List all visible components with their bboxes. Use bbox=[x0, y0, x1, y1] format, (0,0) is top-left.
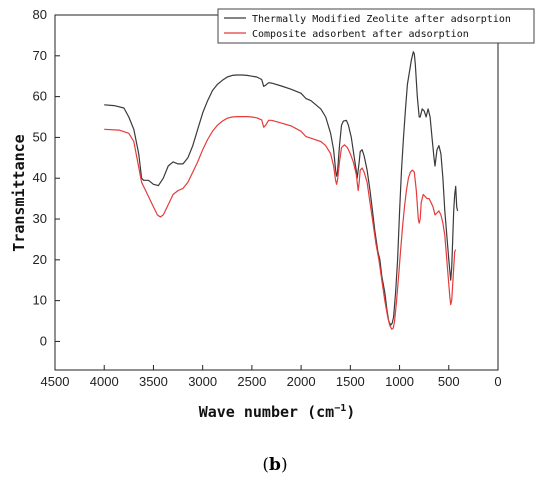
series-lines bbox=[104, 51, 459, 330]
x-tick-label: 4500 bbox=[41, 374, 70, 389]
legend-box bbox=[217, 8, 535, 44]
y-tick-label: 50 bbox=[33, 129, 47, 144]
y-tick-label: 80 bbox=[33, 7, 47, 22]
x-tick-label: 4000 bbox=[90, 374, 119, 389]
x-tick-label: 2000 bbox=[287, 374, 316, 389]
x-axis-label: Wave number (cm−1) bbox=[199, 403, 356, 421]
x-tick-label: 1500 bbox=[336, 374, 365, 389]
y-tick-label: 10 bbox=[33, 293, 47, 308]
y-tick-label: 60 bbox=[33, 89, 47, 104]
y-axis-label: Transmittance bbox=[10, 134, 28, 251]
y-tick-label: 20 bbox=[33, 252, 47, 267]
series-line-composite bbox=[104, 116, 457, 330]
x-tick-label: 0 bbox=[494, 374, 501, 389]
y-tick-label: 70 bbox=[33, 48, 47, 63]
x-tick-labels: 4500 4000 3500 3000 2500 2000 1500 1000 500 0 bbox=[41, 374, 502, 389]
plot-frame bbox=[54, 14, 499, 371]
x-tick-label: 2500 bbox=[237, 374, 266, 389]
axis-ticks bbox=[54, 14, 499, 370]
x-tick-label: 3000 bbox=[188, 374, 217, 389]
y-tick-label: 40 bbox=[33, 170, 47, 185]
x-tick-label: 500 bbox=[438, 374, 460, 389]
x-axis-label-exponent: −1 bbox=[334, 403, 346, 414]
legend-label-composite: Composite adsorbent after adsorption bbox=[252, 29, 469, 40]
figure-caption: (b) bbox=[262, 455, 288, 475]
x-tick-label: 1000 bbox=[385, 374, 414, 389]
legend-label-zeolite: Thermally Modified Zeolite after adsorpt… bbox=[252, 14, 511, 25]
legend: Thermally Modified Zeolite after adsorpt… bbox=[217, 8, 535, 44]
y-tick-label: 30 bbox=[33, 211, 47, 226]
y-tick-label: 0 bbox=[40, 333, 47, 348]
series-line-zeolite bbox=[104, 51, 459, 326]
x-tick-label: 3500 bbox=[139, 374, 168, 389]
y-tick-labels: 0 10 20 30 40 50 60 70 80 bbox=[33, 7, 47, 348]
ftir-chart: 0 10 20 30 40 50 60 70 80 4500 4000 3500 3000 2500 20… bbox=[10, 7, 535, 421]
